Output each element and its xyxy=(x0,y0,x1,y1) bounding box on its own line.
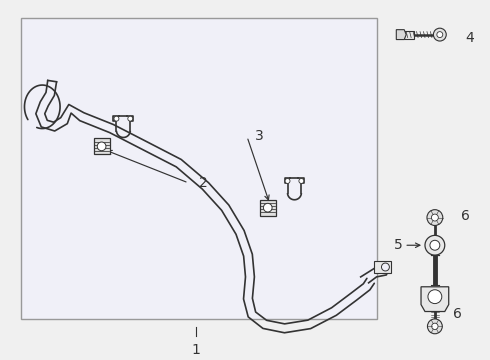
Text: 6: 6 xyxy=(453,307,462,321)
Polygon shape xyxy=(94,139,110,154)
Bar xyxy=(404,31,414,39)
Circle shape xyxy=(425,235,445,255)
Text: 3: 3 xyxy=(255,130,264,144)
Circle shape xyxy=(264,203,272,212)
Text: 5: 5 xyxy=(393,238,402,252)
Circle shape xyxy=(430,240,440,250)
Circle shape xyxy=(427,210,443,225)
Text: 1: 1 xyxy=(191,343,200,357)
Polygon shape xyxy=(396,30,406,40)
Circle shape xyxy=(427,319,442,334)
Circle shape xyxy=(382,263,390,271)
Polygon shape xyxy=(260,200,276,216)
Text: 4: 4 xyxy=(466,31,474,45)
Circle shape xyxy=(433,28,446,41)
Circle shape xyxy=(428,290,442,303)
Circle shape xyxy=(299,179,304,184)
Circle shape xyxy=(432,323,438,329)
Circle shape xyxy=(97,142,106,151)
Polygon shape xyxy=(421,287,449,311)
Text: 2: 2 xyxy=(198,176,207,190)
Circle shape xyxy=(114,116,119,121)
Circle shape xyxy=(128,116,133,121)
Circle shape xyxy=(437,32,443,37)
Bar xyxy=(373,261,392,273)
Bar xyxy=(21,18,376,319)
Text: 6: 6 xyxy=(461,208,469,222)
Circle shape xyxy=(378,265,387,273)
Circle shape xyxy=(285,179,290,184)
Circle shape xyxy=(431,214,439,221)
